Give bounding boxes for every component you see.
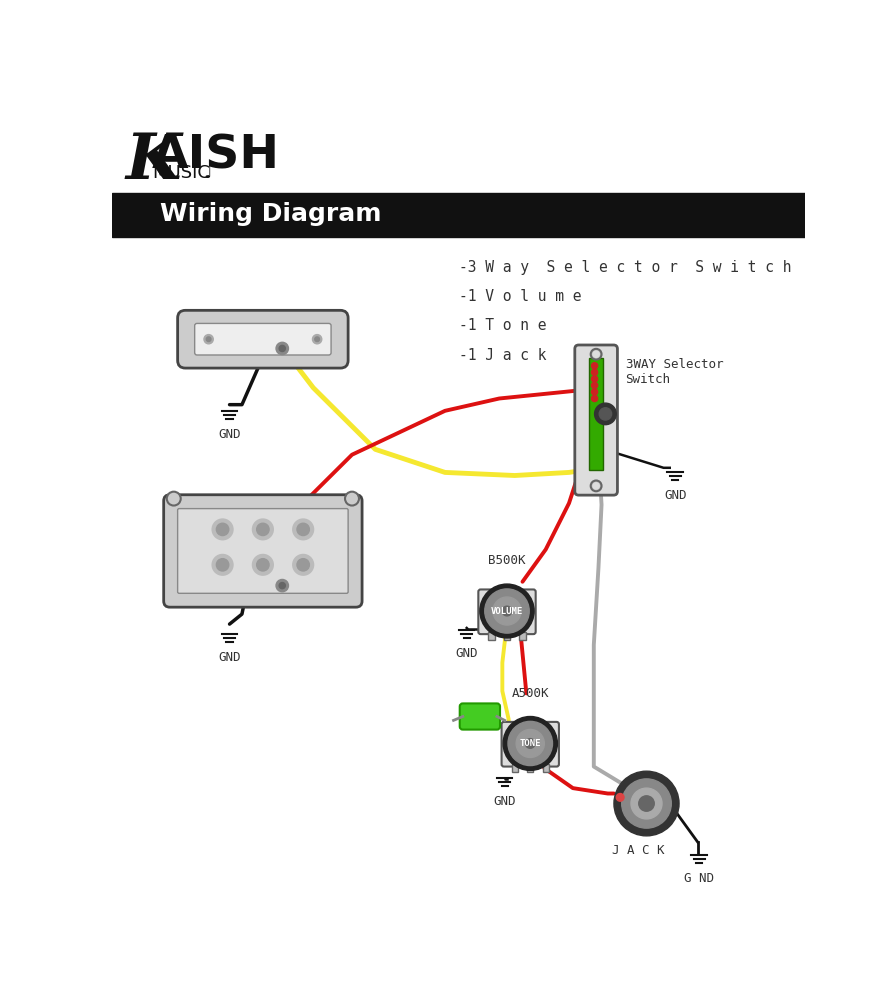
Circle shape	[276, 580, 289, 592]
Bar	[543, 764, 549, 771]
Circle shape	[216, 523, 229, 536]
FancyBboxPatch shape	[178, 310, 348, 368]
Circle shape	[593, 351, 599, 357]
Text: -3 W a y  S e l e c t o r  S w i t c h: -3 W a y S e l e c t o r S w i t c h	[459, 259, 791, 274]
Circle shape	[297, 559, 309, 571]
Circle shape	[516, 730, 544, 757]
Text: MUSIC: MUSIC	[152, 164, 210, 182]
Circle shape	[293, 555, 313, 575]
Circle shape	[503, 717, 557, 770]
Text: GND: GND	[455, 648, 478, 661]
Circle shape	[293, 519, 313, 539]
Circle shape	[485, 589, 529, 633]
Text: 3WAY Selector
Switch: 3WAY Selector Switch	[626, 358, 723, 386]
Circle shape	[592, 395, 598, 401]
Text: -1 T o n e: -1 T o n e	[459, 318, 546, 333]
Circle shape	[253, 519, 273, 539]
Text: VOLUME: VOLUME	[491, 607, 523, 616]
Circle shape	[257, 523, 269, 536]
Bar	[589, 358, 603, 470]
Circle shape	[591, 480, 602, 491]
Circle shape	[297, 523, 309, 536]
Circle shape	[216, 559, 229, 571]
Circle shape	[313, 334, 322, 344]
Text: ♩: ♩	[203, 164, 212, 182]
FancyBboxPatch shape	[502, 722, 559, 766]
Circle shape	[592, 369, 598, 375]
Text: GND: GND	[664, 489, 687, 502]
Circle shape	[631, 788, 662, 819]
FancyBboxPatch shape	[460, 704, 500, 730]
Text: TONE: TONE	[519, 739, 541, 748]
Bar	[519, 632, 526, 640]
Circle shape	[279, 583, 285, 589]
Circle shape	[614, 771, 679, 836]
Circle shape	[315, 337, 319, 341]
Text: AISH: AISH	[152, 134, 280, 179]
Circle shape	[591, 349, 602, 359]
Circle shape	[345, 492, 359, 506]
Text: Wiring Diagram: Wiring Diagram	[160, 203, 382, 227]
Circle shape	[207, 337, 211, 341]
Circle shape	[616, 793, 624, 801]
Circle shape	[480, 584, 534, 638]
Circle shape	[638, 795, 654, 811]
FancyBboxPatch shape	[164, 495, 362, 607]
Circle shape	[502, 606, 512, 616]
Bar	[504, 632, 510, 640]
Bar	[488, 632, 494, 640]
Circle shape	[257, 559, 269, 571]
Circle shape	[493, 597, 521, 625]
Circle shape	[253, 555, 273, 575]
Circle shape	[592, 362, 598, 369]
Text: A500K: A500K	[511, 687, 549, 700]
Circle shape	[592, 382, 598, 388]
Circle shape	[167, 492, 181, 506]
Text: -1 V o l u m e: -1 V o l u m e	[459, 289, 581, 304]
Text: GND: GND	[493, 795, 516, 808]
FancyBboxPatch shape	[575, 345, 618, 495]
Circle shape	[595, 403, 616, 425]
Text: -1 J a c k: -1 J a c k	[459, 347, 546, 362]
Circle shape	[213, 555, 232, 575]
Circle shape	[508, 722, 552, 765]
Text: G ND: G ND	[684, 872, 714, 885]
Circle shape	[593, 483, 599, 489]
Circle shape	[526, 739, 536, 748]
FancyBboxPatch shape	[195, 323, 331, 355]
Text: J A C K: J A C K	[612, 843, 665, 856]
Text: GND: GND	[218, 428, 240, 441]
Text: GND: GND	[218, 651, 240, 664]
Bar	[112, 193, 805, 237]
Bar	[527, 764, 534, 771]
Circle shape	[213, 519, 232, 539]
FancyBboxPatch shape	[178, 509, 348, 593]
Circle shape	[621, 778, 671, 828]
Bar	[511, 764, 518, 771]
Circle shape	[276, 342, 289, 354]
Circle shape	[599, 408, 611, 420]
Text: B500K: B500K	[488, 554, 526, 567]
Circle shape	[592, 376, 598, 382]
FancyBboxPatch shape	[478, 590, 536, 634]
Text: K: K	[126, 132, 181, 193]
Circle shape	[204, 334, 214, 344]
Circle shape	[279, 345, 285, 351]
Circle shape	[592, 389, 598, 395]
